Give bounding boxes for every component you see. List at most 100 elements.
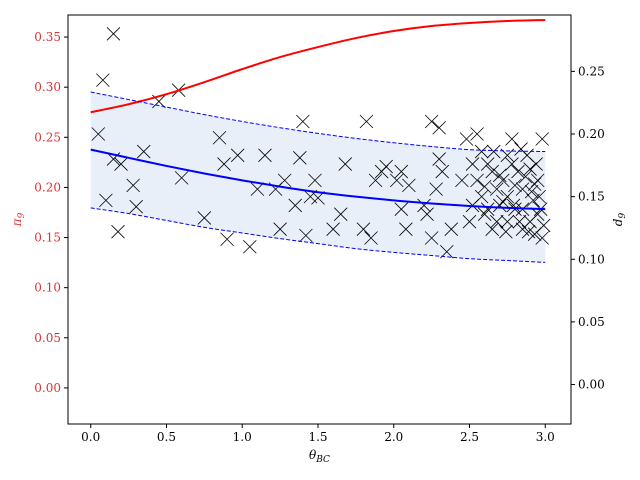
scatter-point	[394, 202, 409, 216]
scatter-point	[530, 173, 545, 188]
y-left-tick-label: 0.25	[34, 130, 61, 144]
x-axis-label-main: θ	[309, 448, 317, 462]
scatter-point	[389, 173, 404, 188]
scatter-point	[277, 173, 292, 188]
scatter-point	[480, 202, 495, 216]
scatter-point	[432, 120, 446, 135]
scatter-point	[536, 218, 551, 233]
x-tick-label: 2.5	[460, 430, 479, 444]
scatter-point	[499, 224, 513, 239]
scatter-point	[220, 232, 234, 247]
scatter-point	[508, 178, 522, 193]
scatter-point	[136, 144, 151, 159]
scatter-point	[356, 222, 371, 236]
scatter-point	[338, 157, 353, 171]
y-right-axis-label-sub: 9	[618, 213, 628, 219]
scatter-point	[296, 114, 310, 129]
scatter-point	[485, 222, 499, 236]
scatter-point	[273, 222, 287, 236]
scatter-point	[99, 193, 113, 208]
scatter-point	[420, 207, 434, 221]
scatter-point	[470, 127, 484, 141]
scatter-point	[518, 169, 533, 184]
d-curve-line	[90, 148, 546, 211]
scatter-point	[299, 228, 313, 243]
plot-frame	[67, 14, 572, 425]
x-axis-label: θBC	[309, 448, 330, 465]
x-tick-label: 1.5	[308, 430, 327, 444]
scatter-point	[514, 142, 528, 156]
scatter-point	[455, 173, 469, 188]
scatter-point	[114, 157, 128, 171]
scatter-point	[459, 132, 474, 146]
scatter-point	[493, 198, 507, 213]
scatter-point	[444, 222, 459, 236]
scatter-point	[424, 114, 439, 129]
scatter-point	[250, 182, 265, 196]
y-left-tick-label: 0.15	[34, 231, 61, 245]
scatter-point	[532, 189, 546, 204]
scatter-point	[379, 159, 393, 174]
plot-area	[90, 19, 551, 263]
scatter-point	[106, 27, 121, 41]
scatter-point	[535, 231, 549, 245]
scatter-point	[486, 144, 501, 159]
scatter-point	[474, 144, 489, 159]
scatter-point	[417, 198, 431, 213]
scatter-point	[432, 152, 446, 166]
x-tick-label: 3.0	[536, 430, 555, 444]
x-tick-label: 2.0	[384, 430, 403, 444]
scatter-point	[258, 148, 272, 163]
y-right-tick-label: 0.15	[578, 190, 605, 204]
x-tick-label: 0.0	[81, 430, 100, 444]
y-left-axis-label-sub: 9	[17, 212, 27, 218]
y-right-axis-label: d9	[611, 213, 628, 227]
scatter-point	[126, 178, 140, 193]
scatter-point	[129, 199, 143, 214]
scatter-point	[493, 168, 507, 183]
y-left-tick-label: 0.30	[34, 80, 61, 94]
scatter-point	[429, 182, 443, 196]
scatter-point	[212, 130, 227, 145]
scatter-point	[288, 198, 303, 213]
x-tick-label: 1.0	[233, 430, 252, 444]
y-right-tick-label: 0.00	[578, 378, 605, 392]
scatter-point	[333, 207, 348, 221]
scatter-point	[523, 162, 537, 176]
y-right-tick-label: 0.20	[578, 127, 605, 141]
scatter-point	[477, 179, 492, 194]
y-left-tick-label: 0.05	[34, 331, 61, 345]
y-right-tick-label: 0.05	[578, 315, 605, 329]
scatter-point	[535, 132, 549, 146]
scatter-point	[174, 171, 189, 185]
y-right-axis-label-main: d	[611, 218, 625, 226]
scatter-point	[511, 164, 525, 179]
y-left-tick-label: 0.20	[34, 180, 61, 194]
scatter-point	[111, 224, 125, 239]
scatter-point	[465, 157, 480, 171]
scatter-point	[399, 222, 413, 236]
d-bound-line-2	[90, 91, 546, 153]
scatter-point	[489, 214, 504, 229]
scatter-point	[506, 198, 521, 213]
x-tick-label: 0.5	[157, 430, 176, 444]
y-left-tick-label: 0.00	[34, 381, 61, 395]
scatter-point	[394, 164, 409, 179]
scatter-point	[505, 132, 519, 146]
scatter-point	[326, 222, 340, 236]
scatter-point	[527, 177, 542, 191]
scatter-point	[435, 164, 450, 179]
scatter-point	[480, 157, 495, 171]
scatter-point	[424, 231, 439, 245]
scatter-point	[230, 148, 245, 163]
y-left-tick-label: 0.35	[34, 30, 61, 44]
scatter-point	[462, 214, 477, 229]
scatter-markers	[91, 27, 551, 259]
scatter-point	[470, 173, 484, 188]
scatter-point	[512, 214, 527, 229]
scatter-point	[402, 178, 416, 193]
scatter-point	[505, 157, 519, 171]
scatter-point	[477, 207, 492, 221]
scatter-point	[243, 239, 257, 254]
y-left-axis: 0.00 0.05 0.10 0.15 0.20 0.25 0.30 0.35	[34, 30, 68, 395]
